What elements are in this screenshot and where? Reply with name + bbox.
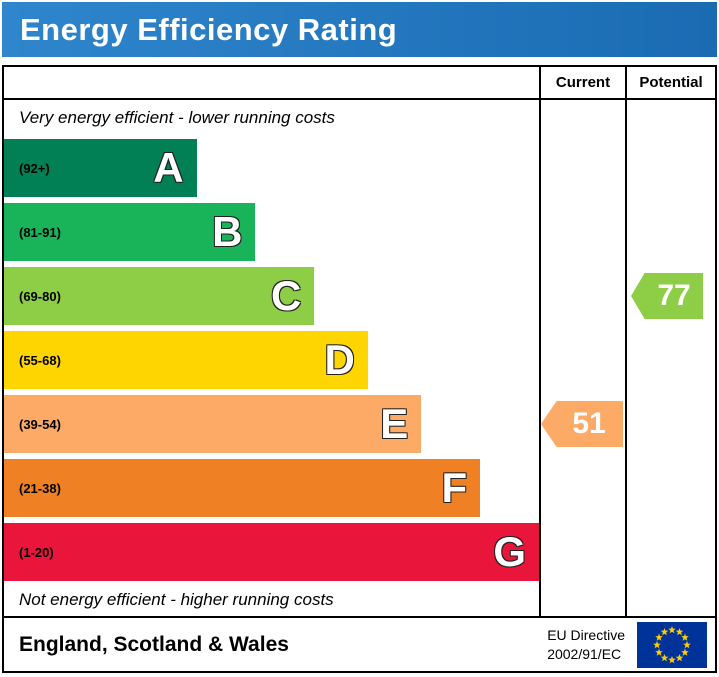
band-range-label: (21-38) <box>19 480 61 496</box>
band-row-e: (39-54) E <box>4 392 715 456</box>
band-range-label: (92+) <box>19 160 50 176</box>
band-letter: D <box>324 336 355 383</box>
potential-column-spacer <box>625 100 715 136</box>
band-row-g: (1-20) G <box>4 520 715 584</box>
band-bar-a: (92+) A <box>4 139 197 197</box>
current-column-spacer <box>539 136 625 200</box>
top-note: Very energy efficient - lower running co… <box>19 108 335 127</box>
current-rating-value: 51 <box>572 407 606 440</box>
band-row-c: (69-80) C <box>4 264 715 328</box>
band-bar-d: (55-68) D <box>4 331 368 389</box>
band-range-label: (69-80) <box>19 288 61 304</box>
potential-column-spacer <box>625 520 715 584</box>
current-column-spacer <box>539 392 625 456</box>
band-row-a: (92+) A <box>4 136 715 200</box>
current-column-spacer <box>539 520 625 584</box>
current-column-spacer <box>539 100 625 136</box>
potential-column-spacer <box>625 264 715 328</box>
band-letter: A <box>153 144 184 191</box>
potential-column-spacer <box>625 584 715 616</box>
region-label: England, Scotland & Wales <box>19 632 289 656</box>
band-letter: E <box>380 400 409 447</box>
current-column-spacer <box>539 456 625 520</box>
band-row-b: (81-91) B <box>4 200 715 264</box>
eu-directive-label: EU Directive 2002/91/EC <box>547 626 625 662</box>
band-range-label: (1-20) <box>19 544 54 560</box>
band-range-label: (81-91) <box>19 224 61 240</box>
potential-column-header: Potential <box>625 67 715 98</box>
eu-flag-icon <box>637 621 707 668</box>
title-bar: Energy Efficiency Rating <box>2 2 717 57</box>
band-row-f: (21-38) F <box>4 456 715 520</box>
band-bar-c: (69-80) C <box>4 267 315 325</box>
column-header-row: Current Potential <box>4 67 715 100</box>
potential-column-spacer <box>625 392 715 456</box>
band-bar-e: (39-54) E <box>4 395 422 453</box>
top-note-row: Very energy efficient - lower running co… <box>4 100 715 136</box>
band-letter: B <box>212 208 243 255</box>
current-column-spacer <box>539 264 625 328</box>
page-title: Energy Efficiency Rating <box>20 11 398 47</box>
band-range-label: (55-68) <box>19 352 61 368</box>
potential-column-spacer <box>625 200 715 264</box>
footer: England, Scotland & Wales EU Directive 2… <box>2 618 717 673</box>
potential-rating-value: 77 <box>657 279 691 312</box>
current-column-header: Current <box>539 67 625 98</box>
band-bar-g: (1-20) G <box>4 523 539 581</box>
eu-directive-line2: 2002/91/EC <box>547 645 622 662</box>
bottom-note: Not energy efficient - higher running co… <box>19 590 334 609</box>
potential-column-spacer <box>625 136 715 200</box>
current-column-spacer <box>539 200 625 264</box>
band-bar-b: (81-91) B <box>4 203 256 261</box>
current-column-spacer <box>539 328 625 392</box>
rating-column-header-spacer <box>4 67 539 98</box>
eu-directive-line1: EU Directive <box>547 627 625 644</box>
current-column-spacer <box>539 584 625 616</box>
band-letter: F <box>441 464 468 511</box>
potential-pointer: 77 <box>631 273 703 319</box>
potential-column-spacer <box>625 328 715 392</box>
band-letter: C <box>270 272 302 319</box>
band-letter: G <box>493 528 526 575</box>
band-range-label: (39-54) <box>19 416 61 432</box>
band-bar-f: (21-38) F <box>4 459 481 517</box>
band-row-d: (55-68) D <box>4 328 715 392</box>
bottom-note-row: Not energy efficient - higher running co… <box>4 584 715 616</box>
epc-chart: Current Potential Very energy efficient … <box>2 65 717 618</box>
potential-column-spacer <box>625 456 715 520</box>
current-pointer: 51 <box>541 401 623 447</box>
